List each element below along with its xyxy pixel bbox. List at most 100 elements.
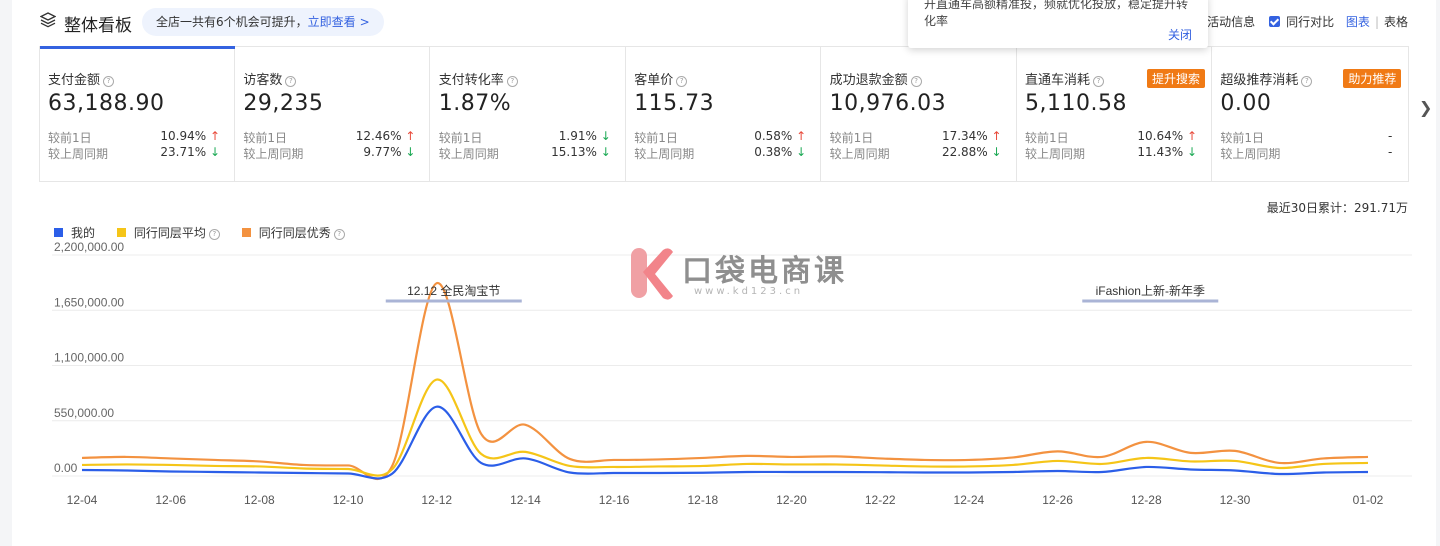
help-icon[interactable]: ? xyxy=(1301,76,1313,87)
peer-compare-label: 同行对比 xyxy=(1286,15,1335,29)
x-tick-label: 12-14 xyxy=(510,493,541,507)
prev-day-row: 较前1日 10.64% ↑ xyxy=(1025,129,1197,145)
x-tick-label: 12-12 xyxy=(421,493,452,507)
x-tick-label: 01-02 xyxy=(1353,493,1384,507)
prev-week-row: 较上周同期 11.43% ↓ xyxy=(1025,145,1197,161)
arrow-down-icon: ↓ xyxy=(792,145,807,159)
metric-value: 1.87% xyxy=(438,91,512,116)
help-icon[interactable]: ? xyxy=(676,76,688,87)
help-icon[interactable]: ? xyxy=(1093,76,1105,87)
arrow-up-icon: ↑ xyxy=(792,129,807,143)
series-line-top xyxy=(81,282,1369,480)
metric-name: 超级推荐消耗? xyxy=(1220,69,1313,88)
arrow-up-icon: ↑ xyxy=(401,129,416,143)
legend-item-top[interactable]: 同行同层优秀? xyxy=(241,226,345,240)
metric-value: 115.73 xyxy=(634,91,715,116)
watermark: 口袋电商课 www.kd123.cn xyxy=(624,242,854,304)
x-tick-label: 12-28 xyxy=(1131,493,1162,507)
prev-week-row: 较上周同期 22.88% ↓ xyxy=(829,145,1002,161)
arrow-up-icon: ↑ xyxy=(987,129,1002,143)
overview-panel: 整体看板 全店一共有6个机会可提升，立即查看 > 活动信息 同行对比 图表 | 表格 开… xyxy=(12,0,1436,546)
metric-name: 支付金额? xyxy=(48,69,115,88)
help-icon[interactable]: ? xyxy=(285,76,297,87)
prev-week-row: 较上周同期 23.71% ↓ xyxy=(48,145,220,161)
series-line-avg xyxy=(81,378,1369,477)
tooltip-text: 开直通车高额精准投，频就优化投放，稳定提升转化率 xyxy=(924,0,1189,28)
x-tick-label: 12-08 xyxy=(244,493,275,507)
x-tick-label: 12-30 xyxy=(1220,493,1251,507)
metric-value: 29,235 xyxy=(243,91,324,116)
help-icon[interactable]: ? xyxy=(910,76,922,87)
metric-name: 访客数? xyxy=(243,69,297,88)
help-icon[interactable]: ? xyxy=(103,76,115,87)
opportunity-text: 全店一共有6个机会可提升， xyxy=(156,15,308,29)
arrow-down-icon: ↓ xyxy=(206,145,220,159)
metric-card[interactable]: 直通车消耗? 提升搜索 5,110.58 较前1日 10.64% ↑ 较上周同期 11.43… xyxy=(1017,47,1212,181)
table-view-toggle[interactable]: 表格 xyxy=(1383,15,1408,29)
peer-compare-checkbox[interactable] xyxy=(1269,16,1281,27)
metric-card[interactable]: 成功退款金额? 10,976.03 较前1日 17.34% ↑ 较上周同期 22.88% … xyxy=(822,47,1017,181)
x-tick-label: 12-26 xyxy=(1042,493,1073,507)
y-tick-label: 1,650,000.00 xyxy=(54,295,124,309)
x-tick-label: 12-04 xyxy=(67,493,98,507)
metric-value: 10,976.03 xyxy=(829,91,947,116)
x-tick-label: 12-24 xyxy=(954,493,985,507)
chevron-right-icon[interactable]: ❯ xyxy=(1419,98,1433,117)
y-tick-label: 2,200,000.00 xyxy=(54,240,124,254)
metric-tag[interactable]: 助力推荐 xyxy=(1343,69,1402,88)
arrow-down-icon: ↓ xyxy=(1183,145,1197,159)
prev-week-row: 较上周同期 - xyxy=(1220,145,1393,161)
metric-tag[interactable]: 提升搜索 xyxy=(1146,69,1205,88)
metric-value: 5,110.58 xyxy=(1025,91,1127,116)
legend-item-avg[interactable]: 同行同层平均? xyxy=(116,226,220,240)
layers-icon xyxy=(39,12,57,32)
help-icon[interactable]: ? xyxy=(208,229,220,240)
watermark-brand: 口袋电商课 xyxy=(682,254,847,289)
activity-info-toggle[interactable]: 活动信息 xyxy=(1207,15,1256,29)
prev-week-row: 较上周同期 9.77% ↓ xyxy=(243,145,416,161)
watermark-logo-icon xyxy=(631,248,673,300)
arrow-up-icon: ↑ xyxy=(1183,129,1197,143)
total-30d: 最近30日累计：291.71万 xyxy=(1266,201,1408,215)
metric-card[interactable]: 超级推荐消耗? 助力推荐 0.00 较前1日 - 较上周同期 - xyxy=(1212,47,1407,181)
metric-name: 支付转化率? xyxy=(439,69,518,88)
opportunity-banner[interactable]: 全店一共有6个机会可提升，立即查看 > xyxy=(142,8,384,36)
legend-item-mine[interactable]: 我的 xyxy=(54,226,95,240)
y-tick-label: 550,000.00 xyxy=(54,406,114,420)
prev-week-row: 较上周同期 15.13% ↓ xyxy=(438,145,611,161)
arrow-down-icon: ↓ xyxy=(987,145,1002,159)
arrow-down-icon: ↓ xyxy=(401,145,416,159)
x-tick-label: 12-06 xyxy=(155,493,186,507)
prev-day-row: 较前1日 17.34% ↑ xyxy=(829,129,1002,145)
arrow-up-icon: ↑ xyxy=(206,129,220,143)
y-tick-label: 0.00 xyxy=(54,461,78,475)
arrow-down-icon: ↓ xyxy=(596,129,611,143)
help-icon[interactable]: ? xyxy=(506,76,518,87)
divider: | xyxy=(1374,15,1379,29)
metric-card[interactable]: 支付转化率? 1.87% 较前1日 1.91% ↓ 较上周同期 15.13% ↓ xyxy=(431,47,626,181)
metric-card[interactable]: 支付金额? 63,188.90 较前1日 10.94% ↑ 较上周同期 23.71% ↓ xyxy=(40,46,235,181)
x-tick-label: 12-10 xyxy=(333,493,364,507)
prev-day-row: 较前1日 1.91% ↓ xyxy=(438,129,611,145)
metric-card[interactable]: 访客数? 29,235 较前1日 12.46% ↑ 较上周同期 9.77% ↓ xyxy=(235,47,431,181)
prev-day-row: 较前1日 - xyxy=(1220,129,1393,145)
prev-day-row: 较前1日 12.46% ↑ xyxy=(243,129,416,145)
view-now-link[interactable]: 立即查看 xyxy=(307,15,356,29)
metric-cards: 支付金额? 63,188.90 较前1日 10.94% ↑ 较上周同期 23.71% ↓ 访… xyxy=(39,46,1409,182)
metric-value: 0.00 xyxy=(1220,91,1272,116)
x-tick-label: 12-20 xyxy=(776,493,807,507)
tooltip-close-button[interactable]: 关闭 xyxy=(1167,28,1192,42)
metric-card[interactable]: 客单价? 115.73 较前1日 0.58% ↑ 较上周同期 0.38% ↓ xyxy=(626,47,822,181)
series-line-mine xyxy=(81,405,1369,480)
prev-day-row: 较前1日 0.58% ↑ xyxy=(634,129,807,145)
metric-value: 63,188.90 xyxy=(48,91,165,116)
event-annotation-label: iFashion上新-新年季 xyxy=(1096,283,1205,298)
y-tick-label: 1,100,000.00 xyxy=(54,351,124,365)
watermark-url: www.kd123.cn xyxy=(694,286,804,297)
promo-tooltip: 开直通车高额精准投，频就优化投放，稳定提升转化率 关闭 xyxy=(908,0,1208,48)
chart-view-toggle[interactable]: 图表 xyxy=(1345,15,1370,29)
arrow-down-icon: ↓ xyxy=(596,145,611,159)
help-icon[interactable]: ? xyxy=(333,229,345,240)
metric-name: 直通车消耗? xyxy=(1025,69,1105,88)
prev-day-row: 较前1日 10.94% ↑ xyxy=(48,129,220,145)
